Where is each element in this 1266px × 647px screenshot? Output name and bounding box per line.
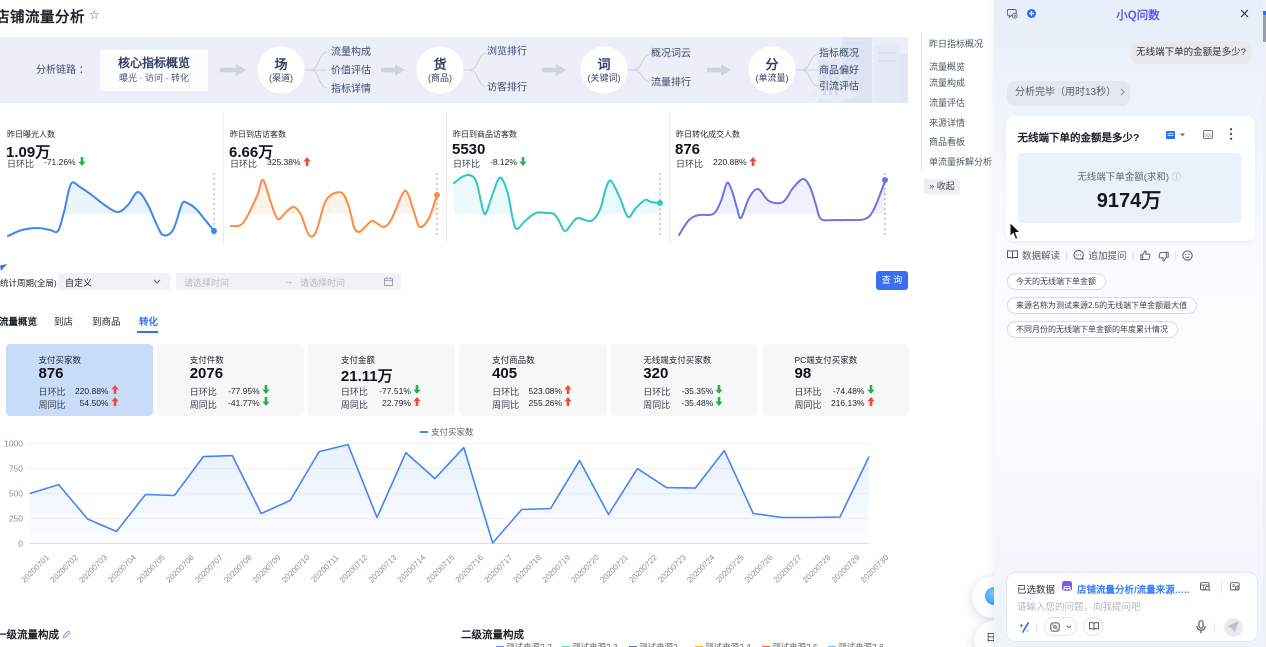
svg-text:曝光 · 访问 · 转化: 曝光 · 访问 · 转化 (119, 72, 189, 83)
svg-text:浏览排行: 浏览排行 (487, 45, 527, 58)
svg-text:250: 250 (9, 514, 23, 524)
svg-text:场: 场 (274, 57, 287, 72)
svg-text:20200726: 20200726 (743, 553, 775, 585)
svg-text:20200709: 20200709 (251, 553, 283, 585)
svg-text:分析链路 ：: 分析链路 ： (36, 63, 89, 76)
svg-text:20200718: 20200718 (512, 553, 544, 585)
svg-text:750: 750 (9, 464, 23, 474)
svg-text:访客排行: 访客排行 (487, 81, 527, 94)
svg-text:20200715: 20200715 (425, 553, 457, 585)
svg-text:(单流量): (单流量) (756, 72, 789, 83)
svg-text:20200702: 20200702 (48, 553, 80, 585)
svg-text:20200714: 20200714 (396, 553, 428, 585)
svg-text:(关键词): (关键词) (588, 72, 621, 83)
svg-text:20200711: 20200711 (309, 553, 341, 585)
svg-text:20200706: 20200706 (164, 553, 196, 585)
svg-text:20200719: 20200719 (540, 553, 572, 585)
svg-text:20200710: 20200710 (280, 553, 312, 585)
svg-text:流量排行: 流量排行 (651, 76, 691, 89)
svg-text:价值评估: 价值评估 (331, 64, 371, 77)
svg-text:指标概况: 指标概况 (819, 47, 859, 60)
svg-text:20200703: 20200703 (77, 553, 109, 585)
svg-text:20200721: 20200721 (598, 553, 630, 585)
svg-text:20200722: 20200722 (627, 553, 659, 585)
svg-text:(商品): (商品) (428, 72, 452, 83)
svg-text:流量构成: 流量构成 (331, 45, 371, 58)
svg-text:20200724: 20200724 (685, 553, 717, 585)
svg-text:500: 500 (9, 489, 23, 499)
svg-text:20200729: 20200729 (830, 553, 862, 585)
svg-text:20200701: 20200701 (20, 553, 52, 585)
svg-text:指标详情: 指标详情 (331, 82, 371, 95)
svg-text:0: 0 (18, 539, 23, 549)
svg-text:货: 货 (433, 57, 446, 72)
svg-text:20200723: 20200723 (656, 553, 688, 585)
svg-text:20200725: 20200725 (714, 553, 746, 585)
svg-text:20200720: 20200720 (569, 553, 601, 585)
svg-text:20200717: 20200717 (483, 553, 515, 585)
svg-text:20200730: 20200730 (859, 553, 891, 585)
svg-text:20200704: 20200704 (106, 553, 138, 585)
svg-text:分: 分 (765, 57, 778, 72)
svg-text:20200713: 20200713 (367, 553, 399, 585)
svg-text:20200707: 20200707 (193, 553, 225, 585)
svg-text:1000: 1000 (4, 439, 23, 449)
svg-text:20200727: 20200727 (772, 553, 804, 585)
svg-text:SQL: SQL (1203, 132, 1212, 137)
svg-text:20200712: 20200712 (338, 553, 370, 585)
svg-text:20200728: 20200728 (801, 553, 833, 585)
svg-text:词: 词 (597, 57, 610, 72)
svg-text:20200716: 20200716 (454, 553, 486, 585)
svg-text:20200708: 20200708 (222, 553, 254, 585)
svg-text:引流评估: 引流评估 (819, 80, 859, 93)
svg-text:商品偏好: 商品偏好 (819, 64, 859, 77)
svg-text:20200705: 20200705 (135, 553, 167, 585)
svg-text:概况词云: 概况词云 (651, 47, 691, 60)
svg-text:(渠道): (渠道) (269, 72, 293, 83)
svg-text:核心指标概览: 核心指标概览 (118, 55, 190, 70)
